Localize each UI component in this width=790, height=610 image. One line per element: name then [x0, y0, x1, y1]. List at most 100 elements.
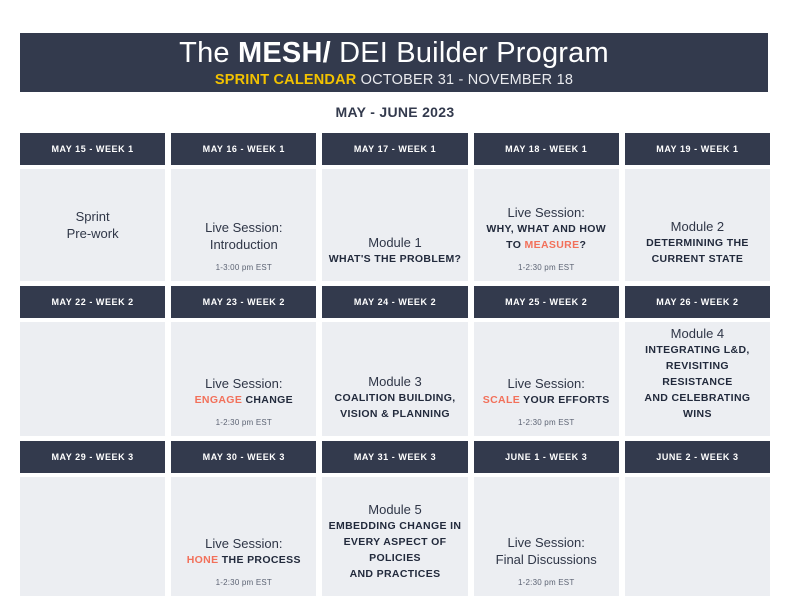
day-header: JUNE 1 - WEEK 3: [473, 441, 619, 473]
day-line-4: AND CELEBRATING WINS: [644, 392, 751, 420]
day-line-3: CURRENT STATE: [651, 253, 744, 265]
day-header: MAY 22 - WEEK 2: [20, 286, 166, 318]
day-line-2: DETERMINING THE: [646, 237, 749, 249]
day-cell[interactable]: Module 2 DETERMINING THE CURRENT STATE: [624, 169, 771, 281]
program-banner: The MESH/ DEI Builder Program SPRINT CAL…: [20, 33, 768, 92]
session-time: 1-3:00 pm EST: [215, 263, 272, 272]
calendar-day-column: MAY 24 - WEEK 2 Module 3 COALITION BUILD…: [322, 286, 468, 436]
day-cell[interactable]: Sprint Pre-work: [20, 169, 166, 281]
calendar-grid: MAY 15 - WEEK 1 Sprint Pre-work MAY 16 -…: [20, 133, 771, 601]
calendar-day-column: MAY 31 - WEEK 3 Module 5 EMBEDDING CHANG…: [322, 441, 468, 596]
calendar-day-column: JUNE 2 - WEEK 3: [624, 441, 771, 596]
day-header: MAY 26 - WEEK 2: [624, 286, 771, 318]
calendar-day-column: MAY 30 - WEEK 3 Live Session: HONE THE P…: [171, 441, 317, 596]
day-header: MAY 19 - WEEK 1: [624, 133, 771, 165]
day-line-1: Live Session:: [205, 220, 283, 235]
day-cell[interactable]: Module 3 COALITION BUILDING, VISION & PL…: [322, 322, 468, 436]
day-line-3: REVISITING RESISTANCE: [662, 360, 733, 388]
day-line-1: Module 4: [670, 326, 725, 341]
day-header: MAY 24 - WEEK 2: [322, 286, 468, 318]
day-line-1: Live Session:: [507, 376, 585, 391]
calendar-day-column: MAY 26 - WEEK 2 Module 4 INTEGRATING L&D…: [624, 286, 771, 436]
line2-suffix: YOUR EFFORTS: [520, 394, 610, 406]
day-line-1: Module 3: [368, 374, 422, 389]
day-cell[interactable]: Live Session: SCALE YOUR EFFORTS 1-2:30 …: [473, 322, 619, 436]
day-header: MAY 17 - WEEK 1: [322, 133, 468, 165]
day-header: MAY 31 - WEEK 3: [322, 441, 468, 473]
day-line-2: EMBEDDING CHANGE IN: [328, 520, 462, 532]
day-cell[interactable]: [20, 477, 166, 596]
day-line-1: Module 2: [670, 219, 725, 234]
program-title: The MESH/ DEI Builder Program: [179, 37, 609, 70]
day-line-1: Live Session:: [507, 535, 585, 550]
day-cell[interactable]: Live Session: HONE THE PROCESS 1-2:30 pm…: [171, 477, 317, 596]
day-header: MAY 29 - WEEK 3: [20, 441, 166, 473]
highlight-word: SCALE: [482, 394, 521, 406]
calendar-day-column: MAY 22 - WEEK 2: [20, 286, 166, 436]
day-header: MAY 30 - WEEK 3: [171, 441, 317, 473]
day-header: MAY 15 - WEEK 1: [20, 133, 166, 165]
line2-suffix: THE PROCESS: [218, 554, 301, 566]
calendar-day-column: MAY 16 - WEEK 1 Live Session: Introducti…: [171, 133, 317, 281]
day-line-1: Module 5: [368, 502, 422, 517]
session-time: 1-2:30 pm EST: [215, 578, 272, 587]
session-time: 1-2:30 pm EST: [518, 263, 575, 272]
calendar-day-column: MAY 25 - WEEK 2 Live Session: SCALE YOUR…: [473, 286, 619, 436]
day-cell[interactable]: Live Session: ENGAGE CHANGE 1-2:30 pm ES…: [171, 322, 317, 436]
session-time: 1-2:30 pm EST: [518, 578, 575, 587]
subtitle-highlight: SPRINT CALENDAR: [214, 71, 357, 88]
day-line-3: EVERY ASPECT OF POLICIES: [343, 536, 447, 564]
subtitle-dates: OCTOBER 31 - NOVEMBER 18: [356, 71, 574, 88]
day-line-2: WHY, WHAT AND HOW: [486, 223, 607, 235]
day-header: MAY 25 - WEEK 2: [473, 286, 619, 318]
day-line-2: WHAT'S THE PROBLEM?: [328, 253, 462, 265]
calendar-week-row: MAY 15 - WEEK 1 Sprint Pre-work MAY 16 -…: [20, 133, 771, 281]
line3-suffix: ?: [579, 239, 587, 251]
session-time: 1-2:30 pm EST: [215, 418, 272, 427]
highlight-word: ENGAGE: [194, 394, 243, 406]
title-suffix: DEI Builder Program: [330, 36, 609, 69]
highlight-word: MEASURE: [524, 239, 580, 251]
line3-prefix: TO: [506, 239, 525, 251]
calendar-week-row: MAY 29 - WEEK 3 MAY 30 - WEEK 3 Live Ses…: [20, 441, 771, 596]
day-line-1: Sprint: [75, 209, 110, 224]
day-line-2: SCALE YOUR EFFORTS: [480, 392, 613, 408]
day-cell[interactable]: Module 1 WHAT'S THE PROBLEM?: [322, 169, 468, 281]
day-header: MAY 18 - WEEK 1: [473, 133, 619, 165]
day-line-3: TO MEASURE?: [480, 237, 613, 253]
highlight-word: HONE: [186, 554, 219, 566]
day-line-1: Live Session:: [205, 376, 283, 391]
program-subtitle: SPRINT CALENDAR OCTOBER 31 - NOVEMBER 18: [215, 72, 573, 89]
day-line-2: Final Discussions: [495, 552, 597, 567]
day-cell[interactable]: Live Session: Final Discussions 1-2:30 p…: [473, 477, 619, 596]
day-cell[interactable]: Live Session: Introduction 1-3:00 pm EST: [171, 169, 317, 281]
day-line-2: HONE THE PROCESS: [177, 552, 310, 568]
calendar-day-column: MAY 19 - WEEK 1 Module 2 DETERMINING THE…: [624, 133, 771, 281]
calendar-day-column: MAY 23 - WEEK 2 Live Session: ENGAGE CHA…: [171, 286, 317, 436]
day-line-1: Live Session:: [507, 205, 585, 220]
day-cell[interactable]: [20, 322, 166, 436]
line2-suffix: CHANGE: [242, 394, 294, 406]
day-line-1: Live Session:: [205, 536, 283, 551]
calendar-day-column: MAY 18 - WEEK 1 Live Session: WHY, WHAT …: [473, 133, 619, 281]
day-line-3: VISION & PLANNING: [340, 408, 450, 420]
session-time: 1-2:30 pm EST: [518, 418, 575, 427]
day-cell[interactable]: [624, 477, 771, 596]
title-bold: MESH/: [238, 36, 331, 69]
calendar-week-row: MAY 22 - WEEK 2 MAY 23 - WEEK 2 Live Ses…: [20, 286, 771, 436]
day-cell[interactable]: Live Session: WHY, WHAT AND HOW TO MEASU…: [473, 169, 619, 281]
day-header: MAY 23 - WEEK 2: [171, 286, 317, 318]
day-line-2: COALITION BUILDING,: [334, 392, 456, 404]
day-cell[interactable]: Module 4 INTEGRATING L&D, REVISITING RES…: [624, 322, 771, 436]
calendar-day-column: MAY 15 - WEEK 1 Sprint Pre-work: [20, 133, 166, 281]
day-cell[interactable]: Module 5 EMBEDDING CHANGE IN EVERY ASPEC…: [322, 477, 468, 596]
calendar-day-column: MAY 29 - WEEK 3: [20, 441, 166, 596]
day-line-2: Introduction: [209, 237, 278, 252]
day-line-2: ENGAGE CHANGE: [177, 392, 310, 408]
day-header: JUNE 2 - WEEK 3: [624, 441, 771, 473]
day-line-2: Pre-work: [66, 226, 119, 241]
day-header: MAY 16 - WEEK 1: [171, 133, 317, 165]
month-range-label: MAY - JUNE 2023: [335, 104, 455, 120]
calendar-day-column: MAY 17 - WEEK 1 Module 1 WHAT'S THE PROB…: [322, 133, 468, 281]
